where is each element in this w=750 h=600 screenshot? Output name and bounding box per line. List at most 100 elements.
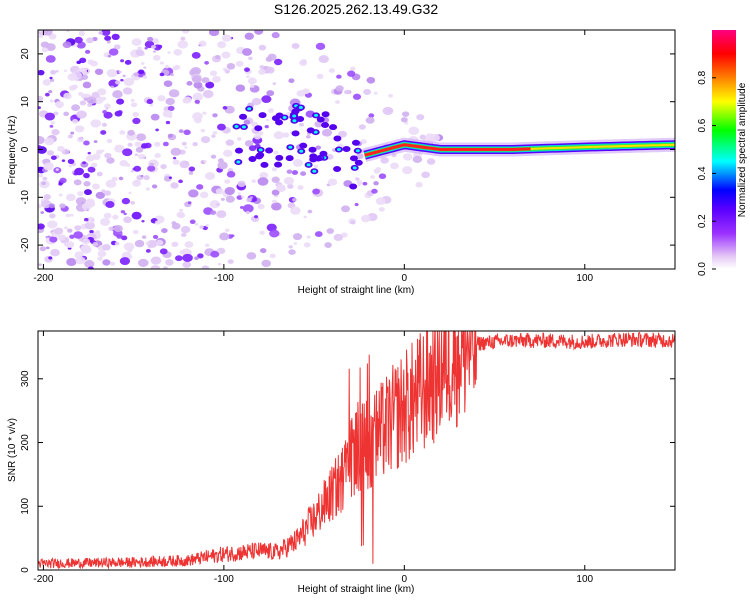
snr-ytick-label: 200 bbox=[20, 434, 31, 451]
ridge-blob bbox=[333, 165, 342, 172]
spectrogram-blob bbox=[130, 200, 136, 205]
spectrogram-blob bbox=[344, 89, 350, 95]
spectrogram-blob bbox=[123, 216, 132, 224]
ridge-blob-core bbox=[355, 149, 360, 153]
spectrogram-blob bbox=[49, 99, 54, 103]
spectrogram-blob bbox=[84, 189, 92, 196]
snr-xtick-label: 0 bbox=[402, 574, 408, 585]
spectrogram-blob bbox=[167, 133, 173, 138]
spectrogram-blob bbox=[41, 181, 46, 186]
ridge-blob-core bbox=[299, 149, 304, 153]
ridge-blob bbox=[306, 127, 315, 134]
spectrogram-blob bbox=[182, 261, 192, 268]
spectrogram-blob bbox=[82, 81, 92, 89]
spectrogram-blob bbox=[208, 30, 220, 37]
spectrogram-blob bbox=[95, 191, 105, 199]
snr-ticks: -200 -100 0 100 0 100 200 300 bbox=[20, 331, 675, 585]
ridge-blob bbox=[342, 145, 351, 152]
spectrogram-blob bbox=[130, 98, 135, 103]
spectrogram-blob bbox=[199, 191, 209, 199]
ridge-core bbox=[364, 143, 531, 157]
spectrogram-blob bbox=[146, 98, 154, 105]
spectrogram-blob bbox=[120, 210, 126, 214]
ridge-blob-core bbox=[241, 125, 246, 129]
spectrogram-blob bbox=[212, 75, 221, 83]
spectrogram-blob bbox=[54, 100, 65, 108]
spectrogram-blob bbox=[159, 61, 165, 65]
spectrogram-blob bbox=[68, 164, 73, 168]
spectrogram-blob bbox=[38, 263, 42, 266]
spectrogram-blob bbox=[373, 168, 381, 174]
spectrogram-blob bbox=[93, 140, 98, 144]
spectrogram-blob bbox=[217, 262, 222, 266]
spectrogram-blob bbox=[378, 173, 387, 180]
spectrogram-blob bbox=[154, 220, 161, 225]
snr-xtick-label: -100 bbox=[214, 574, 234, 585]
spectrogram-blob bbox=[133, 165, 142, 172]
spectrogram-blob bbox=[48, 90, 53, 94]
ridge-blob-core bbox=[298, 106, 303, 110]
spectrogram-blob bbox=[73, 231, 84, 239]
spectrogram-blob bbox=[221, 34, 232, 42]
spectrogram-blob bbox=[103, 190, 112, 196]
spectrogram-blob bbox=[121, 235, 128, 241]
spectrogram-blob bbox=[222, 106, 228, 110]
spectrogram-blob bbox=[172, 66, 179, 71]
spectrogram-blob bbox=[276, 184, 286, 192]
ridge-blob bbox=[309, 156, 318, 163]
spectrogram-blob bbox=[152, 234, 159, 239]
spectrogram-blob bbox=[159, 72, 165, 77]
spectrogram-blob bbox=[217, 158, 224, 163]
spectrogram-blob bbox=[286, 111, 292, 116]
spectrogram-blob bbox=[86, 216, 95, 224]
spectrogram-blob bbox=[324, 242, 332, 248]
spectrogram-blob bbox=[117, 110, 123, 115]
spectrogram-blob bbox=[412, 155, 423, 163]
spectrogram-blob bbox=[65, 213, 71, 218]
spectrogram-blob bbox=[184, 241, 194, 248]
spectrogram-blob bbox=[375, 197, 386, 205]
spectrogram-blob bbox=[70, 131, 75, 135]
spectrogram-blob bbox=[134, 141, 142, 147]
spectrogram-blob bbox=[69, 234, 75, 239]
colorbar-label: Normalized spectral amplitude bbox=[737, 82, 748, 217]
spectrogram-blob bbox=[106, 138, 113, 144]
spectrogram-blob bbox=[210, 210, 217, 215]
spectrogram-blob bbox=[83, 172, 90, 179]
spectrogram-blob bbox=[160, 164, 167, 170]
spectrogram-blob bbox=[358, 124, 366, 130]
spectrogram-blob bbox=[98, 31, 103, 35]
spectrogram-blob bbox=[104, 152, 112, 159]
spectrogram-blob bbox=[66, 258, 77, 267]
spectrogram-blob bbox=[161, 228, 168, 234]
ridge-blob-core bbox=[292, 114, 297, 118]
ridge-blob bbox=[254, 125, 263, 132]
colorbar-tick-label: 0.8 bbox=[697, 70, 708, 84]
spectrogram-blob bbox=[67, 73, 78, 81]
spectrogram-blobs bbox=[38, 30, 444, 269]
spectrogram-blob bbox=[246, 197, 252, 203]
spectrogram-blob bbox=[86, 96, 97, 105]
spectrogram-blob bbox=[49, 78, 55, 82]
spectrogram-blob bbox=[271, 167, 278, 172]
spectrogram-blob bbox=[137, 153, 146, 160]
spectrogram-blob bbox=[102, 259, 111, 266]
spectrogram-blob bbox=[38, 174, 42, 178]
spectrogram-blob bbox=[84, 221, 95, 230]
spectrogram-blob bbox=[150, 256, 162, 265]
spectrogram-blob bbox=[365, 116, 375, 124]
spectrogram-blob bbox=[205, 81, 215, 89]
spectrogram-blob bbox=[254, 30, 264, 35]
spectrogram-blob bbox=[120, 78, 124, 82]
spectrogram-blob bbox=[155, 128, 159, 132]
spectrogram-blob bbox=[354, 203, 359, 207]
spectrogram-blob bbox=[71, 84, 78, 90]
spectrogram-blob bbox=[259, 248, 267, 254]
spectrogram-blob bbox=[305, 135, 311, 139]
ridge-blob-core bbox=[314, 113, 319, 117]
spectrogram-blob bbox=[114, 144, 125, 153]
spectrogram-blob bbox=[299, 59, 308, 66]
spectrogram-blob bbox=[144, 142, 152, 149]
spectrogram-blob bbox=[226, 171, 236, 178]
spectrogram-blob bbox=[237, 180, 246, 187]
